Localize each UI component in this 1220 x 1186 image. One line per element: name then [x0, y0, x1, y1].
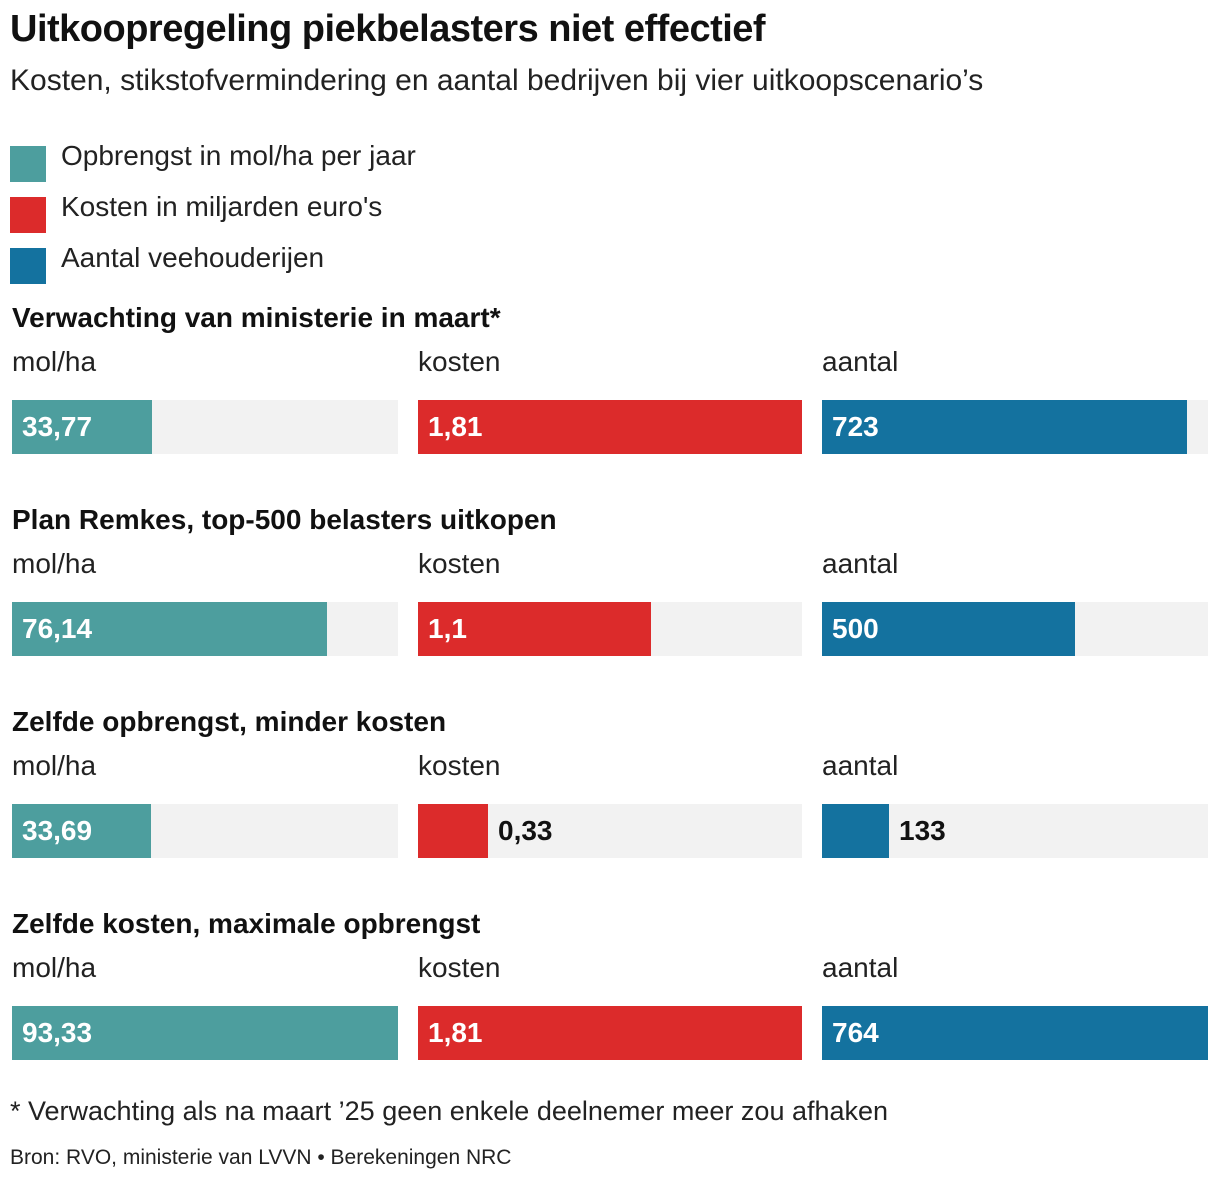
legend-item-aantal: Aantal veehouderijen [10, 232, 416, 284]
legend-item-opbrengst: Opbrengst in mol/ha per jaar [10, 130, 416, 182]
metric-label: mol/ha [12, 952, 97, 983]
scenario-title: Zelfde opbrengst, minder kosten [12, 706, 447, 737]
bar-track: 93,33 [12, 1006, 398, 1060]
bar-value-label: 33,69 [22, 815, 93, 846]
metric-label: kosten [418, 346, 501, 377]
bar-value-label: 1,81 [428, 1017, 483, 1048]
metric-label: kosten [418, 750, 501, 781]
bar [822, 804, 889, 858]
bar-track: 76,14 [12, 602, 398, 656]
metric-panel: aantal 764 [822, 952, 1208, 1060]
metric-label: aantal [822, 346, 899, 377]
bar-value-label: 764 [832, 1017, 879, 1048]
metric-label: mol/ha [12, 548, 97, 579]
metric-label: aantal [822, 952, 899, 983]
bar [418, 804, 488, 858]
metric-panel: mol/ha 93,33 [12, 952, 398, 1060]
metric-label: mol/ha [12, 750, 97, 781]
metric-panel: kosten 0,33 [418, 750, 802, 858]
bar [12, 804, 151, 858]
bar [822, 602, 1075, 656]
metric-label: kosten [418, 548, 501, 579]
legend-swatch-kosten [10, 196, 46, 233]
bar-track: 500 [822, 602, 1208, 656]
bar-value-label: 723 [832, 411, 879, 442]
legend-label-opbrengst: Opbrengst in mol/ha per jaar [61, 139, 416, 171]
legend: Opbrengst in mol/ha per jaar Kosten in m… [10, 130, 416, 284]
bar-value-label: 33,77 [22, 411, 93, 442]
metric-panel: aantal 500 [822, 548, 1208, 656]
bar-track: 764 [822, 1006, 1208, 1060]
bar-track: 723 [822, 400, 1208, 454]
metric-panel: mol/ha 33,77 [12, 346, 398, 454]
metric-label: mol/ha [12, 346, 97, 377]
bar [12, 400, 152, 454]
bar-value-label: 0,33 [498, 815, 553, 846]
metric-panel: aantal 723 [822, 346, 1208, 454]
legend-swatch-opbrengst [10, 145, 46, 182]
source-line: Bron: RVO, ministerie van LVVN • Bereken… [10, 1146, 512, 1169]
chart-subtitle: Kosten, stikstofvermindering en aantal b… [10, 64, 984, 97]
metric-panel: kosten 1,81 [418, 346, 802, 454]
legend-item-kosten: Kosten in miljarden euro's [10, 181, 416, 233]
scenario-group: Plan Remkes, top-500 belasters uitkopen m… [0, 504, 1220, 684]
bar [418, 1006, 802, 1060]
bar [418, 602, 651, 656]
metric-label: aantal [822, 548, 899, 579]
metric-panel: mol/ha 76,14 [12, 548, 398, 656]
chart-title: Uitkoopregeling piekbelasters niet effec… [10, 8, 766, 50]
scenario-group: Zelfde kosten, maximale opbrengst mol/ha 9… [0, 908, 1220, 1088]
bar-value-label: 1,1 [428, 613, 467, 644]
bar [12, 1006, 398, 1060]
scenario-title: Plan Remkes, top-500 belasters uitkopen [12, 504, 557, 535]
metric-panel: kosten 1,1 [418, 548, 802, 656]
bar-track: 1,1 [418, 602, 802, 656]
metric-panel: mol/ha 33,69 [12, 750, 398, 858]
scenario-group: Verwachting van ministerie in maart* mol/… [0, 302, 1220, 482]
legend-swatch-aantal [10, 247, 46, 284]
bar-value-label: 1,81 [428, 411, 483, 442]
scenario-group: Zelfde opbrengst, minder kosten mol/ha 33,… [0, 706, 1220, 886]
metric-label: aantal [822, 750, 899, 781]
scenario-title: Zelfde kosten, maximale opbrengst [12, 908, 481, 939]
bar-track: 1,81 [418, 1006, 802, 1060]
legend-label-kosten: Kosten in miljarden euro's [61, 190, 383, 222]
bar-track: 133 [822, 804, 1208, 858]
bar [822, 400, 1187, 454]
metric-panel: aantal 133 [822, 750, 1208, 858]
bar-track: 1,81 [418, 400, 802, 454]
bar-track: 33,69 [12, 804, 398, 858]
bar-value-label: 93,33 [22, 1017, 93, 1048]
bar [418, 400, 802, 454]
bar [12, 602, 327, 656]
bar-value-label: 500 [832, 613, 879, 644]
footnote: * Verwachting als na maart ’25 geen enke… [10, 1096, 889, 1126]
bar-value-label: 133 [899, 815, 946, 846]
legend-label-aantal: Aantal veehouderijen [61, 241, 325, 273]
bar-value-label: 76,14 [22, 613, 93, 644]
metric-label: kosten [418, 952, 501, 983]
metric-panel: kosten 1,81 [418, 952, 802, 1060]
scenario-title: Verwachting van ministerie in maart* [12, 302, 501, 333]
bar-track: 0,33 [418, 804, 802, 858]
bar-track: 33,77 [12, 400, 398, 454]
bar [822, 1006, 1208, 1060]
